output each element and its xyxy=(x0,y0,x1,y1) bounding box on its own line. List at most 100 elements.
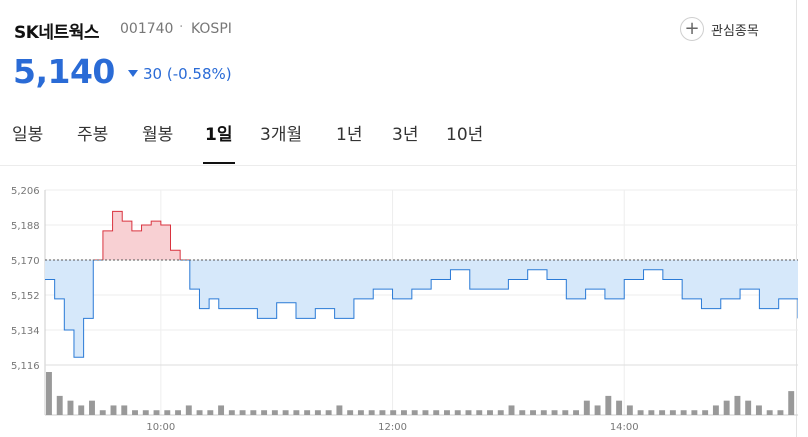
panel-border xyxy=(796,0,797,437)
add-favorite-button[interactable]: + 관심종목 xyxy=(680,16,759,42)
volume-bar xyxy=(562,410,569,415)
tab-3-months[interactable]: 3개월 xyxy=(260,125,303,145)
period-tabs: 일봉 주봉 월봉 1일 3개월 1년 3년 10년 xyxy=(12,120,796,164)
volume-bar xyxy=(433,410,440,415)
volume-bar xyxy=(261,410,268,415)
volume-bar xyxy=(132,410,138,415)
volume-bar xyxy=(196,410,203,415)
volume-bar xyxy=(271,410,278,415)
volume-bar xyxy=(411,410,418,415)
volume-bar xyxy=(400,410,407,415)
tab-weekly[interactable]: 주봉 xyxy=(77,125,109,145)
volume-bar xyxy=(745,400,752,415)
volume-bar xyxy=(766,410,773,415)
stock-code: 001740 xyxy=(120,21,174,37)
volume-bar xyxy=(207,410,214,415)
price-line-down xyxy=(45,260,798,358)
volume-bar xyxy=(669,410,676,415)
volume-bar xyxy=(314,410,321,415)
volume-bar xyxy=(680,410,687,415)
volume-bar xyxy=(228,410,235,415)
volume-bar xyxy=(110,405,117,415)
volume-bar xyxy=(218,405,225,415)
stock-market: KOSPI xyxy=(191,21,232,37)
down-arrow-icon xyxy=(128,70,138,77)
volume-bar xyxy=(56,395,63,415)
volume-bar xyxy=(712,405,719,415)
y-tick-label: 5,152 xyxy=(11,291,40,302)
volume-bar xyxy=(605,395,612,415)
volume-bar xyxy=(755,405,762,415)
x-tick-label: 14:00 xyxy=(610,422,639,433)
volume-bar xyxy=(465,410,472,415)
tab-1-day[interactable]: 1일 xyxy=(205,125,233,145)
active-tab-indicator xyxy=(203,162,235,164)
volume-bar xyxy=(164,410,171,415)
volume-bar xyxy=(487,410,493,415)
volume-bar xyxy=(573,410,580,415)
volume-bar xyxy=(659,410,666,415)
volume-bar xyxy=(153,410,160,415)
volume-bar xyxy=(304,410,311,415)
current-price: 5,140 xyxy=(13,52,115,91)
volume-bar xyxy=(336,405,343,415)
volume-bar xyxy=(637,410,644,415)
volume-bar xyxy=(734,395,741,415)
volume-bar xyxy=(67,400,74,415)
area-above-reference xyxy=(45,211,798,260)
volume-bar xyxy=(691,410,698,415)
stock-header: SK네트웍스 001740 · KOSPI xyxy=(14,18,794,46)
volume-bar xyxy=(368,410,375,415)
volume-bar xyxy=(250,410,257,415)
volume-bar xyxy=(185,405,192,415)
volume-bar xyxy=(325,410,332,415)
volume-bar xyxy=(99,410,106,415)
volume-bar xyxy=(594,405,601,415)
tab-daily[interactable]: 일봉 xyxy=(12,125,44,145)
intraday-price-chart[interactable]: 5,206 5,188 5,170 5,152 5,134 5,116 10:00 12:00… xyxy=(0,175,800,437)
area-below-reference xyxy=(45,260,798,358)
volume-bar xyxy=(121,405,128,415)
volume-bar xyxy=(476,410,483,415)
volume-bar xyxy=(390,410,397,415)
volume-bar xyxy=(530,410,536,415)
volume-bar xyxy=(282,410,289,415)
volume-bar xyxy=(239,410,246,415)
volume-bar xyxy=(175,410,182,415)
volume-bar xyxy=(777,410,784,415)
y-tick-label: 5,188 xyxy=(11,221,40,232)
volume-bar xyxy=(497,410,504,415)
volume-bar xyxy=(551,410,558,415)
volume-bar xyxy=(508,405,515,415)
price-change: 30 (-0.58%) xyxy=(143,65,232,83)
volume-bar xyxy=(46,372,52,415)
tab-10-years[interactable]: 10년 xyxy=(446,125,484,145)
volume-bar xyxy=(89,400,95,415)
tab-3-years[interactable]: 3년 xyxy=(392,125,419,145)
volume-bar xyxy=(702,410,709,415)
price-line-up xyxy=(92,210,191,260)
tab-1-year[interactable]: 1년 xyxy=(336,125,363,145)
stock-name: SK네트웍스 xyxy=(14,23,99,43)
plus-icon: + xyxy=(680,17,704,41)
volume-bar xyxy=(379,410,386,415)
volume-bar xyxy=(444,410,450,415)
volume-bar xyxy=(142,410,149,415)
favorite-label: 관심종목 xyxy=(711,23,759,39)
volume-bar xyxy=(540,410,547,415)
volume-bar xyxy=(293,410,300,415)
y-tick-label: 5,116 xyxy=(11,361,40,372)
volume-bar xyxy=(347,410,354,415)
y-tick-label: 5,170 xyxy=(11,256,40,267)
volume-bar xyxy=(357,410,364,415)
volume-bar xyxy=(583,400,590,415)
volume-bar xyxy=(78,405,85,415)
y-tick-label: 5,206 xyxy=(11,186,40,197)
volume-bar xyxy=(648,410,655,415)
tab-monthly[interactable]: 월봉 xyxy=(142,125,174,145)
x-tick-label: 12:00 xyxy=(378,422,407,433)
volume-bar xyxy=(454,410,461,415)
volume-bar xyxy=(422,410,429,415)
separator-dot: · xyxy=(179,19,184,35)
volume-bar xyxy=(788,391,795,415)
